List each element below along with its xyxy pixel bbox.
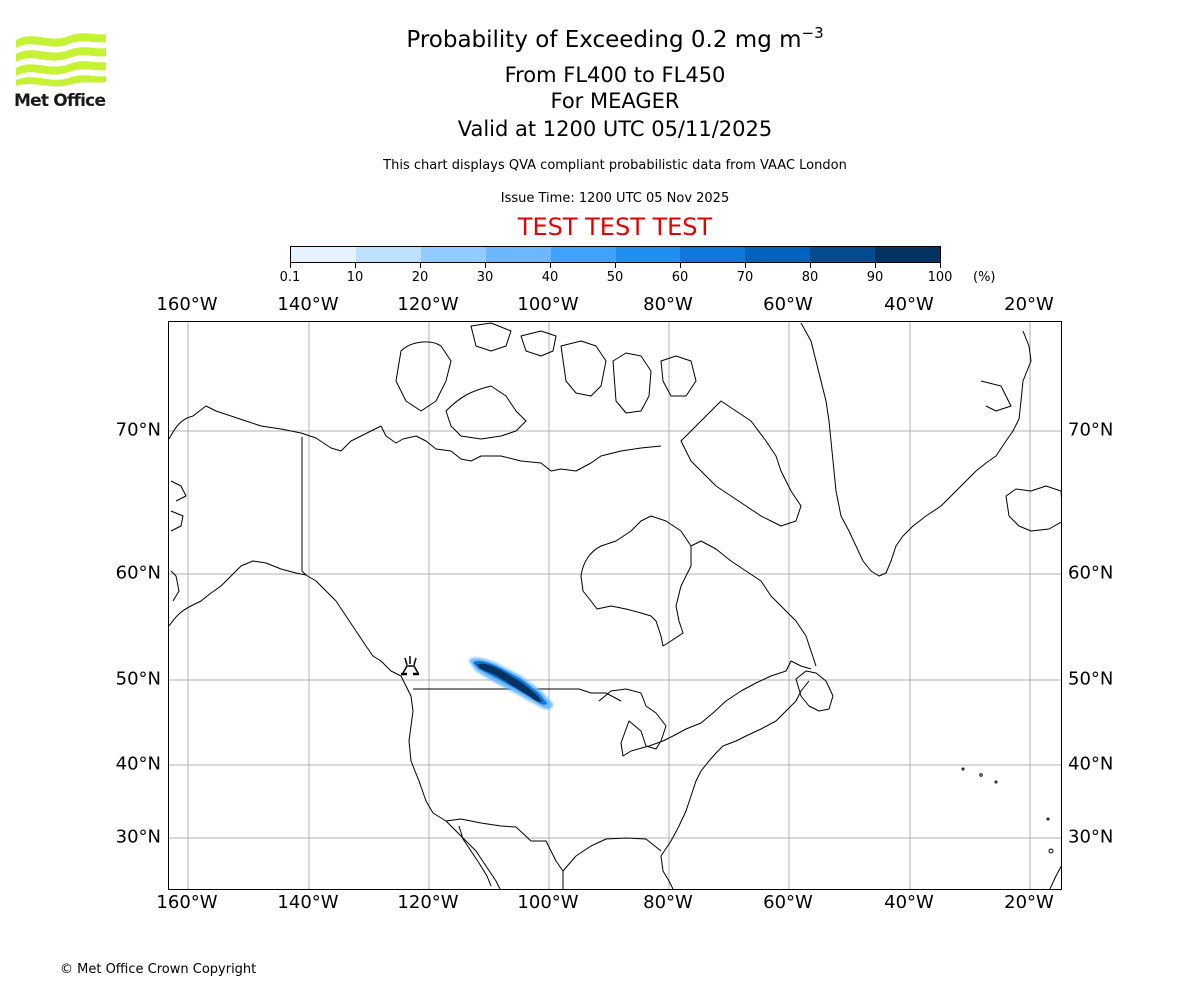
colorbar-unit: (%) (973, 270, 996, 285)
longitude-label-bottom: 40°W (884, 892, 934, 913)
colorbar-tick-label: 40 (541, 270, 559, 285)
test-banner: TEST TEST TEST (517, 213, 713, 241)
colorbar-segment (615, 247, 681, 262)
title-superscript: −3 (801, 24, 824, 42)
longitude-label-top: 120°W (397, 294, 459, 315)
coastlines (169, 322, 1061, 889)
level-range: From FL400 to FL450 (504, 63, 726, 87)
colorbar-tick (745, 263, 746, 268)
colorbar-tick-label: 20 (411, 270, 429, 285)
longitude-label-bottom: 120°W (397, 892, 459, 913)
latitude-label-left: 70°N (115, 419, 161, 441)
longitude-label-top: 100°W (517, 294, 579, 315)
ash-plume (469, 657, 553, 710)
colorbar-tick (810, 263, 811, 268)
map-svg (169, 322, 1061, 889)
colorbar (290, 246, 941, 263)
longitude-label-bottom: 20°W (1004, 892, 1054, 913)
colorbar-segment (810, 247, 876, 262)
valid-time: Valid at 1200 UTC 05/11/2025 (457, 117, 773, 141)
graticule (169, 322, 1061, 889)
logo-text: Met Office (14, 91, 106, 111)
chart-title: Probability of Exceeding 0.2 mg m−3 (0, 24, 1200, 53)
colorbar-segment (875, 247, 941, 262)
chart-subtitle: This chart displays QVA compliant probab… (383, 158, 847, 173)
latitude-label-right: 50°N (1068, 668, 1114, 690)
latitude-label-left: 50°N (115, 668, 161, 690)
colorbar-tick (875, 263, 876, 268)
colorbar-tick-label: 70 (736, 270, 754, 285)
colorbar-segment (355, 247, 421, 262)
longitude-label-top: 140°W (277, 294, 339, 315)
colorbar-tick (355, 263, 356, 268)
longitude-label-top: 20°W (1004, 294, 1054, 315)
met-office-waves-icon (16, 33, 106, 87)
colorbar-tick-label: 10 (346, 270, 364, 285)
latitude-label-left: 60°N (115, 562, 161, 584)
colorbar-tick (940, 263, 941, 268)
latitude-label-right: 60°N (1068, 562, 1114, 584)
longitude-label-bottom: 100°W (517, 892, 579, 913)
colorbar-segment (291, 247, 356, 262)
latitude-label-right: 40°N (1068, 753, 1114, 775)
colorbar-tick (680, 263, 681, 268)
colorbar-tick (290, 263, 291, 268)
colorbar-tick-label: 30 (476, 270, 494, 285)
copyright-notice: © Met Office Crown Copyright (60, 962, 257, 977)
colorbar-tick-label: 90 (866, 270, 884, 285)
colorbar-tick-label: 50 (606, 270, 624, 285)
colorbar-segment (485, 247, 551, 262)
longitude-label-bottom: 160°W (156, 892, 218, 913)
colorbar-segment (550, 247, 616, 262)
latitude-label-right: 30°N (1068, 826, 1114, 848)
colorbar-tick-label: 100 (927, 270, 953, 285)
latitude-label-right: 70°N (1068, 419, 1114, 441)
issue-time: Issue Time: 1200 UTC 05 Nov 2025 (500, 191, 730, 206)
volcano-name: For MEAGER (550, 89, 680, 113)
latitude-label-left: 40°N (115, 753, 161, 775)
longitude-label-top: 60°W (763, 294, 813, 315)
longitude-label-bottom: 60°W (763, 892, 813, 913)
colorbar-segment (745, 247, 811, 262)
longitude-label-top: 80°W (643, 294, 693, 315)
longitude-label-top: 40°W (884, 294, 934, 315)
colorbar-tick (420, 263, 421, 268)
colorbar-tick (615, 263, 616, 268)
colorbar-segment (420, 247, 486, 262)
colorbar-tick-label: 80 (801, 270, 819, 285)
met-office-logo: Met Office (14, 30, 109, 112)
title-main: Probability of Exceeding 0.2 mg m (406, 27, 802, 53)
longitude-label-bottom: 80°W (643, 892, 693, 913)
longitude-label-top: 160°W (156, 294, 218, 315)
colorbar-tick-label: 60 (671, 270, 689, 285)
map-area[interactable] (168, 321, 1062, 890)
colorbar-tick-label: 0.1 (279, 270, 301, 285)
colorbar-segment (680, 247, 746, 262)
latitude-label-left: 30°N (115, 826, 161, 848)
colorbar-tick (485, 263, 486, 268)
longitude-label-bottom: 140°W (277, 892, 339, 913)
volcano-icon (401, 656, 419, 676)
colorbar-tick (550, 263, 551, 268)
